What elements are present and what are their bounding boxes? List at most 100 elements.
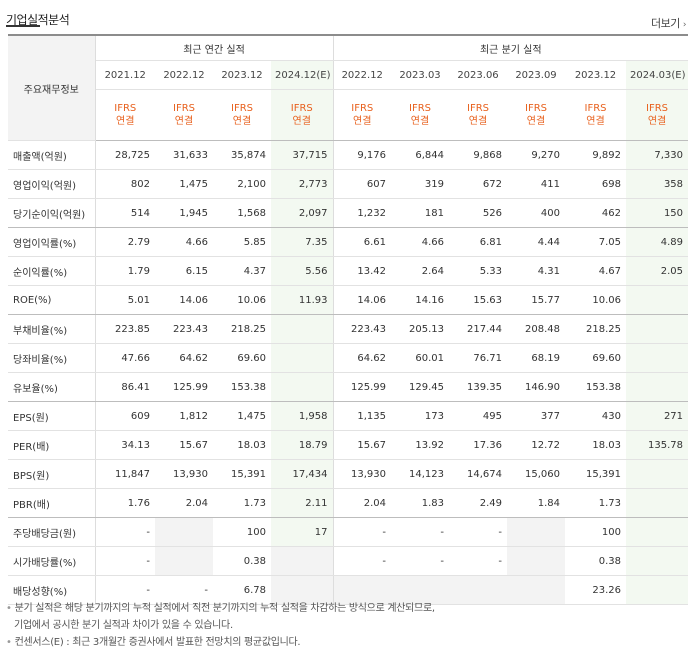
- value-cell: 15.67: [155, 430, 213, 460]
- value-cell: 100: [213, 517, 271, 547]
- period-header: 2021.12: [95, 60, 155, 90]
- value-cell: [271, 372, 334, 402]
- consolidated-text: 연결: [468, 116, 488, 127]
- value-cell: 6.15: [155, 256, 213, 286]
- value-cell: [271, 546, 334, 576]
- value-cell: 18.79: [271, 430, 334, 460]
- consolidated-text: 연결: [410, 116, 430, 127]
- value-cell: -: [155, 575, 213, 605]
- value-cell: 218.25: [565, 314, 626, 344]
- more-link[interactable]: 더보기 ›: [651, 15, 687, 31]
- value-cell: 31,633: [155, 140, 213, 170]
- value-cell: 60.01: [391, 343, 449, 373]
- ifrs-label: IFRS 연결: [213, 89, 271, 141]
- value-cell: 0.38: [565, 546, 626, 576]
- value-cell: 2.79: [95, 227, 155, 257]
- value-cell: 9,270: [507, 140, 565, 170]
- value-cell: 1.79: [95, 256, 155, 286]
- value-cell: 10.06: [565, 285, 626, 315]
- row-label: 영업이익률(%): [8, 227, 96, 257]
- table-row: 부채비율(%) 223.85 223.43 218.25 223.43 205.13 217…: [8, 314, 689, 344]
- financial-table: 주요재무정보 최근 연간 실적 최근 분기 실적 2021.12 2022.12 2…: [8, 34, 689, 605]
- value-cell: 4.44: [507, 227, 565, 257]
- chevron-right-icon: ›: [682, 20, 687, 30]
- quarter-group-header: 최근 분기 실적: [333, 35, 689, 61]
- ifrs-label: IFRS 연결: [391, 89, 449, 141]
- footnote-1: • 분기 실적은 해당 분기까지의 누적 실적에서 직전 분기까지의 누적 실적을…: [6, 603, 435, 614]
- row-label: 매출액(억원): [8, 140, 96, 170]
- ifrs-label: IFRS 연결: [333, 89, 391, 141]
- value-cell: 139.35: [449, 372, 507, 402]
- table-row: 순이익률(%) 1.79 6.15 4.37 5.56 13.42 2.64 5.33 4.31…: [8, 256, 689, 286]
- value-cell: 125.99: [333, 372, 391, 402]
- value-cell: 9,892: [565, 140, 626, 170]
- value-cell: 18.03: [213, 430, 271, 460]
- value-cell: 377: [507, 401, 565, 431]
- value-cell: 2,773: [271, 169, 334, 199]
- value-cell: -: [391, 517, 449, 547]
- value-cell: [626, 314, 689, 344]
- value-cell: 181: [391, 198, 449, 228]
- table-row: EPS(원) 609 1,812 1,475 1,958 1,135 173 495 377 43…: [8, 401, 689, 431]
- value-cell: 37,715: [271, 140, 334, 170]
- value-cell: [391, 575, 449, 605]
- value-cell: 1,958: [271, 401, 334, 431]
- period-header: 2023.12: [565, 60, 626, 90]
- value-cell: 5.33: [449, 256, 507, 286]
- value-cell: 14.06: [155, 285, 213, 315]
- value-cell: 672: [449, 169, 507, 199]
- ifrs-label: IFRS 연결: [626, 89, 689, 141]
- value-cell: 2.49: [449, 488, 507, 518]
- value-cell: 2,100: [213, 169, 271, 199]
- value-cell: 69.60: [565, 343, 626, 373]
- period-header: 2023.09: [507, 60, 565, 90]
- value-cell: 1,475: [213, 401, 271, 431]
- value-cell: 76.71: [449, 343, 507, 373]
- value-cell: 6.61: [333, 227, 391, 257]
- value-cell: 12.72: [507, 430, 565, 460]
- value-cell: 358: [626, 169, 689, 199]
- row-label: 순이익률(%): [8, 256, 96, 286]
- value-cell: [626, 285, 689, 315]
- value-cell: 125.99: [155, 372, 213, 402]
- value-cell: -: [95, 517, 155, 547]
- value-cell: 4.66: [391, 227, 449, 257]
- table-row: 매출액(억원) 28,725 31,633 35,874 37,715 9,176 6,84…: [8, 140, 689, 170]
- value-cell: 4.89: [626, 227, 689, 257]
- value-cell: 1,945: [155, 198, 213, 228]
- value-cell: 2,097: [271, 198, 334, 228]
- value-cell: 1,232: [333, 198, 391, 228]
- period-header: 2024.03(E): [626, 60, 689, 90]
- value-cell: 18.03: [565, 430, 626, 460]
- value-cell: 15,391: [213, 459, 271, 489]
- footnote-1-cont: 기업에서 공시한 분기 실적과 차이가 있을 수 있습니다.: [14, 620, 233, 631]
- value-cell: 17,434: [271, 459, 334, 489]
- value-cell: 1,568: [213, 198, 271, 228]
- table-row: 주당배당금(원) -100 17- - -100: [8, 517, 689, 547]
- table-row: 당좌비율(%) 47.66 64.62 69.60 64.62 60.01 76.71 68.…: [8, 343, 689, 373]
- row-label: 주당배당금(원): [8, 517, 96, 547]
- value-cell: 462: [565, 198, 626, 228]
- row-label: 유보율(%): [8, 372, 96, 402]
- value-cell: 1.83: [391, 488, 449, 518]
- value-cell: 4.37: [213, 256, 271, 286]
- ifrs-label: IFRS 연결: [565, 89, 626, 141]
- value-cell: 802: [95, 169, 155, 199]
- value-cell: [626, 372, 689, 402]
- value-cell: [626, 488, 689, 518]
- table-row: 시가배당률(%) -0.38- - -0.38: [8, 546, 689, 576]
- row-label: 배당성향(%): [8, 575, 96, 605]
- value-cell: 6.81: [449, 227, 507, 257]
- consolidated-text: 연결: [586, 116, 605, 127]
- value-cell: 15.77: [507, 285, 565, 315]
- value-cell: 4.31: [507, 256, 565, 286]
- value-cell: 9,176: [333, 140, 391, 170]
- bullet-icon: •: [6, 603, 12, 614]
- footnote-2: • 컨센서스(E) : 최근 3개월간 증권사에서 발표한 전망치의 평균값입니다…: [6, 637, 301, 648]
- value-cell: 17: [271, 517, 334, 547]
- value-cell: 5.85: [213, 227, 271, 257]
- value-cell: 15,060: [507, 459, 565, 489]
- value-cell: [507, 517, 565, 547]
- value-cell: 609: [95, 401, 155, 431]
- row-label: EPS(원): [8, 401, 96, 431]
